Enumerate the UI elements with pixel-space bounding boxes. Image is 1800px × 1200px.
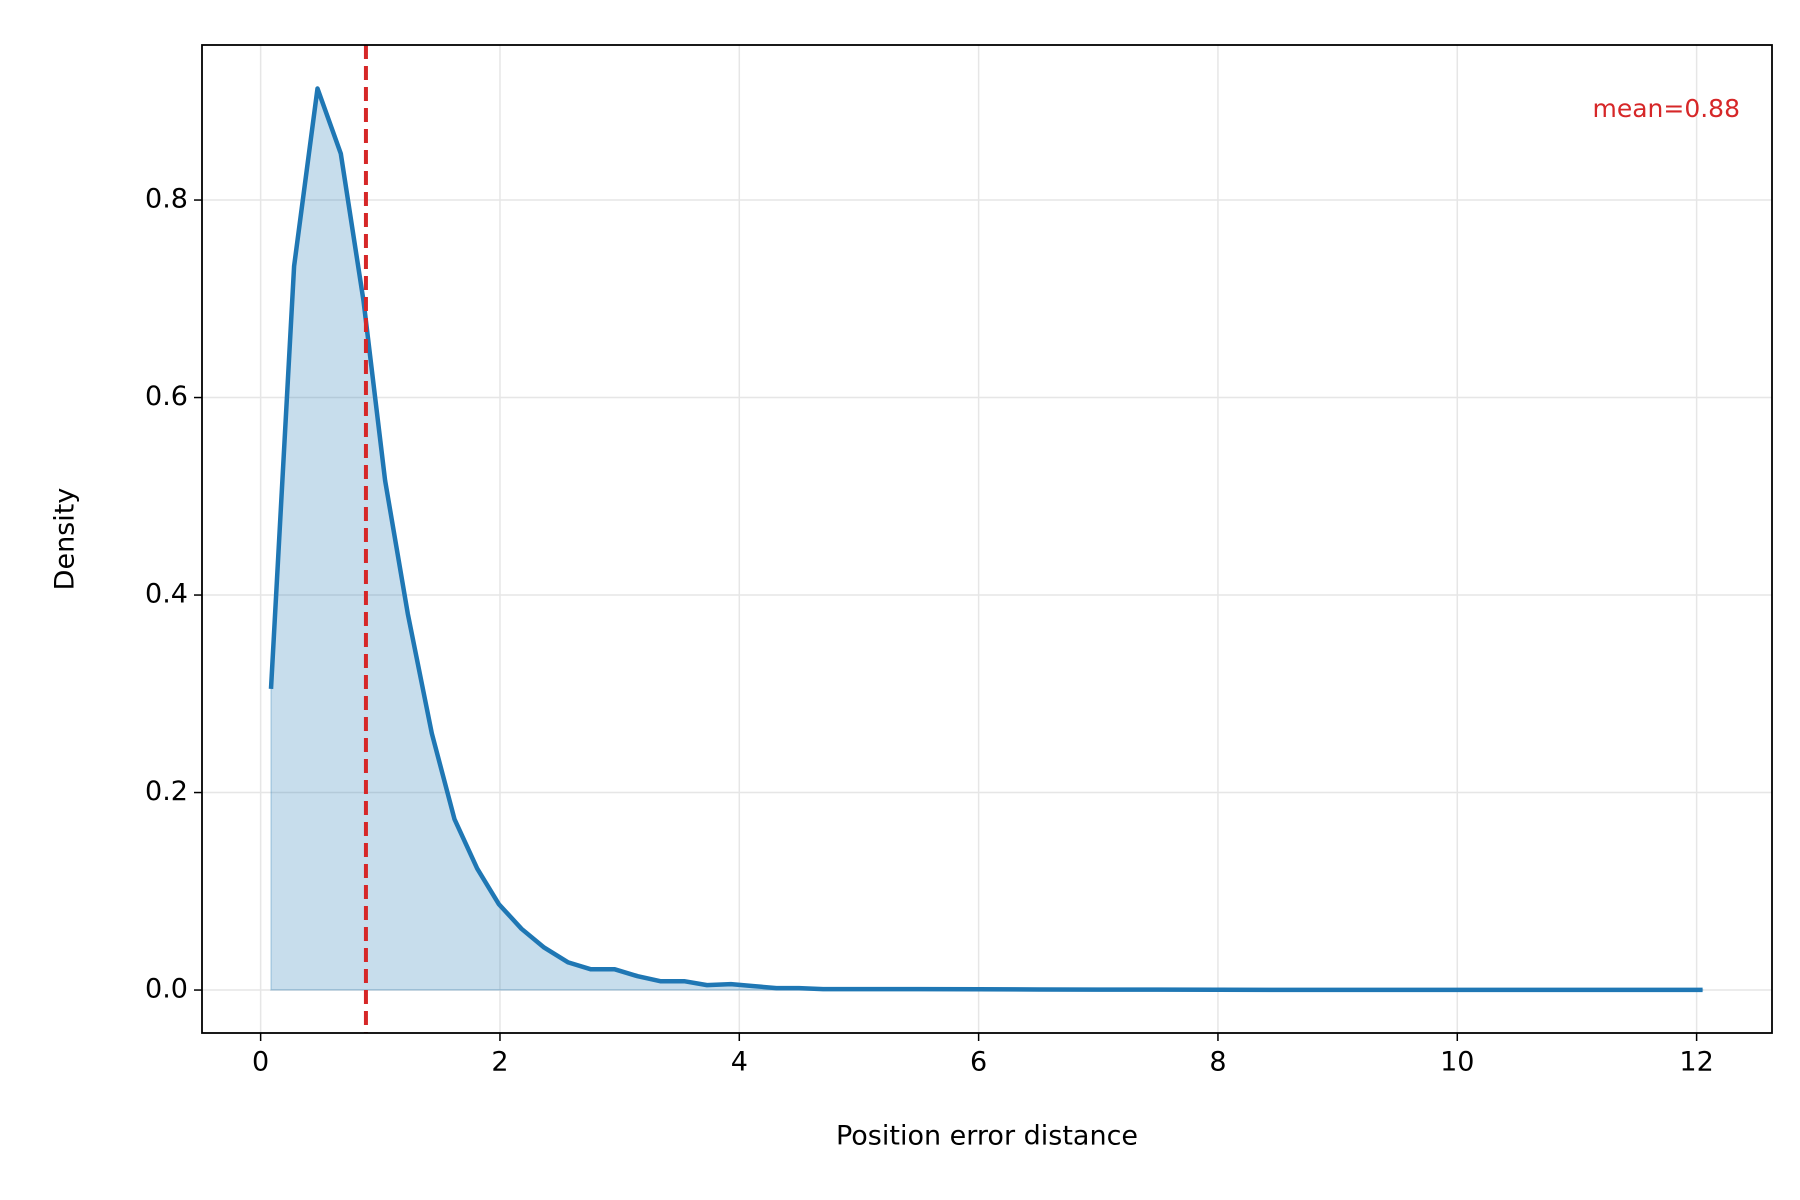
- area-fill: [270, 88, 1704, 991]
- x-tick-label: 12: [1679, 1047, 1713, 1078]
- y-tick-label: 0.4: [145, 579, 188, 610]
- density-line: [268, 86, 1703, 993]
- x-axis-label: Position error distance: [836, 1121, 1138, 1152]
- y-tick-label: 0.2: [145, 776, 188, 807]
- y-tick-label: 0.6: [145, 381, 188, 412]
- x-tick-label: 6: [970, 1047, 987, 1078]
- y-tick-label: 0.8: [145, 184, 188, 215]
- x-tick-label: 4: [731, 1047, 748, 1078]
- mean-annotation: mean=0.88: [1592, 94, 1740, 123]
- x-tick-label: 10: [1440, 1047, 1474, 1078]
- x-tick-label: 2: [491, 1047, 508, 1078]
- y-tick-label: 0.0: [145, 974, 188, 1005]
- x-tick-label: 0: [252, 1047, 269, 1078]
- plot-frame: [201, 44, 1773, 1034]
- y-axis-label: Density: [50, 488, 81, 591]
- x-tick-label: 8: [1209, 1047, 1226, 1078]
